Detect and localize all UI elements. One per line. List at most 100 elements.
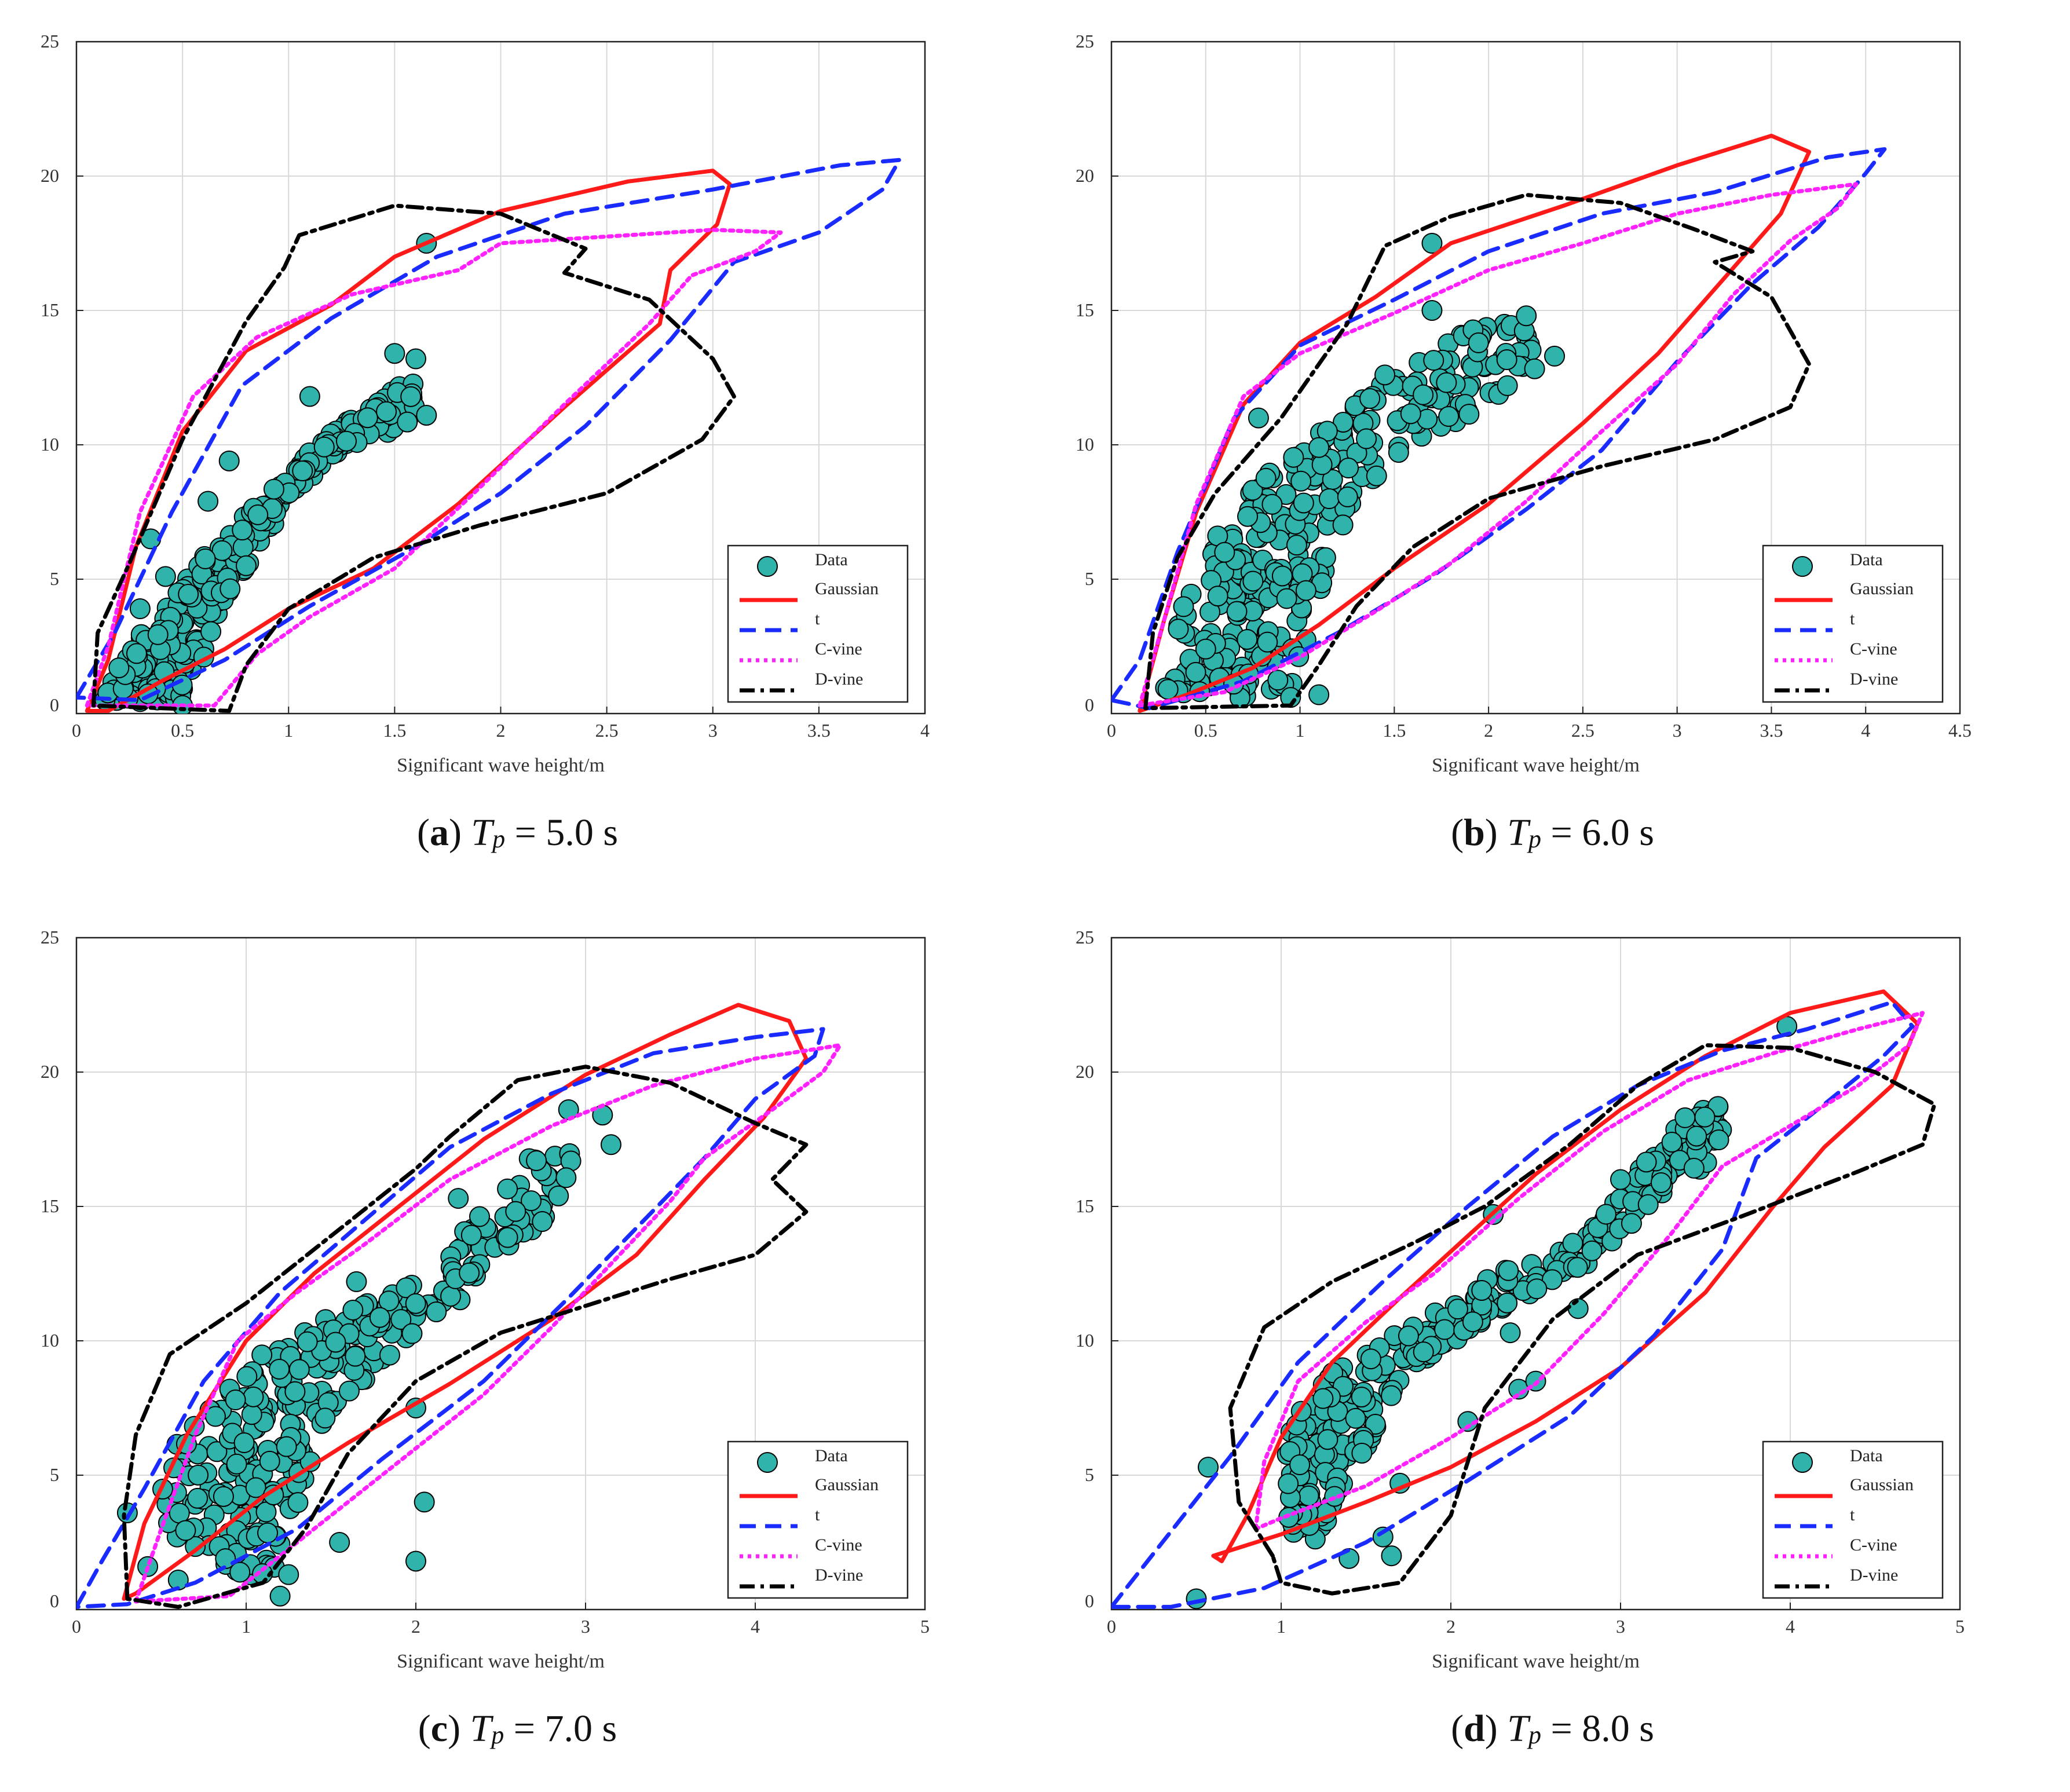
data-point [1185,661,1206,683]
x-tick-label: 4 [751,1616,760,1637]
x-tick-label: 0 [1107,720,1116,741]
data-point [1610,1169,1631,1190]
y-tick-label: 10 [41,434,59,455]
data-point [276,1436,297,1457]
data-point [405,348,426,370]
data-point [440,1286,462,1307]
data-point [1636,1151,1657,1173]
x-tick-label: 3 [581,1616,590,1637]
data-point [335,430,357,452]
data-point [426,1301,447,1322]
data-point [185,1536,206,1557]
data-point [218,450,240,471]
legend-label: Gaussian [1850,1475,1914,1494]
data-point [299,386,320,407]
data-point [405,1293,426,1314]
x-tick-label: 4 [1861,720,1870,741]
legend: Data Gaussian t C-vine D-vine [727,544,909,703]
data-point [1683,1157,1705,1179]
legend: Data Gaussian t C-vine D-vine [1762,544,1944,703]
data-point [155,566,176,587]
data-point [600,1134,621,1155]
data-point [1526,1278,1548,1300]
data-point [1311,454,1333,476]
legend-label: C-vine [815,1535,862,1555]
x-tick-label: 3.5 [1760,720,1783,741]
data-point [1333,411,1354,433]
data-point [1562,1233,1583,1254]
contour-gaussian [1211,989,1920,1563]
x-tick-label: 0.5 [1194,720,1217,741]
data-point [1413,384,1434,405]
plot-frame [75,937,926,1611]
y-tick-label: 15 [1076,1195,1094,1216]
x-tick-label: 4.5 [1948,720,1972,741]
data-point [448,1188,469,1209]
data-point [1289,1454,1311,1476]
legend-label: D-vine [1850,670,1898,689]
data-point [1436,372,1457,393]
chart-a: 0 0.5 1 1.5 2 2.5 3 3.5 4 0 5 10 15 20 25 Significant w… [41,31,930,776]
data-scatter [1186,1016,1798,1610]
data-point [297,1331,318,1352]
x-tick-label: 4 [920,720,930,741]
data-point [1413,1341,1434,1363]
y-tick-label: 0 [1085,694,1094,715]
data-point [1271,565,1293,587]
data-point [459,1262,480,1283]
legend-label: t [1850,609,1855,628]
data-point [1595,1204,1616,1225]
data-point [1283,447,1304,468]
data-point [345,1345,366,1367]
contour-d-vine [1143,193,1812,711]
data-point [1400,403,1421,425]
data-point [1360,1348,1381,1370]
data-point [329,1532,350,1553]
x-tick-label: 2.5 [1571,720,1594,741]
data-point [379,1344,400,1366]
data-point [1198,1457,1219,1478]
x-tick-label: 1 [1296,720,1305,741]
chart-d: 0 1 2 3 4 5 0 5 10 15 20 25 Significant wave height/… [1076,927,1965,1672]
data-point [195,548,216,569]
data-point [220,578,241,599]
data-point [526,1150,547,1171]
caption-c: (c) Tp = 7.0 s [418,1707,617,1750]
data-point [1365,1414,1386,1435]
data-point [1226,601,1248,622]
caption-b: (b) Tp = 6.0 s [1451,811,1654,854]
data-point [505,1201,526,1222]
data-point [232,520,253,541]
chart-b: 0 0.5 1 1.5 2 2.5 3 3.5 4 4.5 0 5 10 15 20 25 Significan… [1076,31,1972,776]
data-point [188,1464,209,1486]
data-point [1661,1131,1683,1153]
data-point [236,1366,258,1387]
data-point [548,1185,569,1206]
data-point [1351,1387,1372,1408]
data-point [1544,345,1566,367]
data-point [126,643,147,664]
data-point [1255,467,1277,489]
data-point [1257,631,1278,653]
contour-d-vine [91,203,736,713]
data-point [108,657,130,679]
data-point [390,1309,412,1330]
legend-label: Data [815,1446,848,1465]
data-point [1542,1269,1563,1290]
x-tick-label: 1 [242,1616,251,1637]
grid-a [76,42,925,714]
y-tick-label: 0 [1085,1590,1094,1611]
data-point [416,404,437,426]
data-point [287,1492,309,1513]
y-tick-label: 10 [1076,1330,1094,1351]
legend-box [1762,1440,1944,1599]
panel-b: 0 0.5 1 1.5 2 2.5 3 3.5 4 4.5 0 5 10 15 20 25 Significan… [1035,0,2070,896]
chart-c: 0 1 2 3 4 5 0 5 10 15 20 25 Significant wave height/… [41,927,930,1672]
y-tick-label: 5 [1085,568,1094,589]
y-tick-label: 20 [1076,1061,1094,1082]
data-point [1318,488,1340,510]
data-point [1337,486,1358,507]
x-tick-label: 2 [1446,1616,1455,1637]
data-point [1637,1194,1659,1215]
data-point [1381,1385,1402,1406]
